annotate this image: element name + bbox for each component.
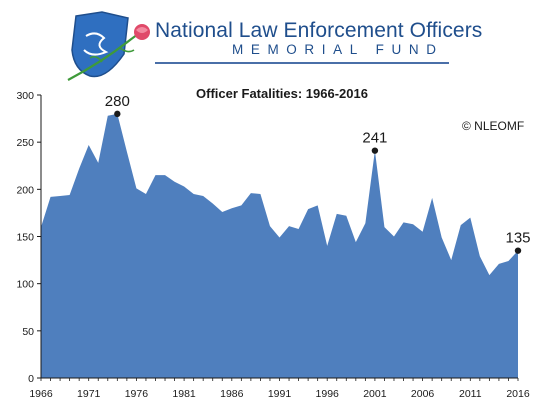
- y-tick-label: 100: [16, 279, 34, 291]
- y-tick-label: 250: [16, 137, 34, 149]
- x-tick-label: 2001: [363, 388, 387, 400]
- copyright-label: © NLEOMF: [462, 119, 524, 133]
- x-tick-label: 1971: [77, 388, 101, 400]
- x-tick-label: 1991: [268, 388, 292, 400]
- y-tick-label: 300: [16, 90, 34, 102]
- x-tick-label: 2011: [459, 388, 482, 400]
- y-tick-label: 200: [16, 184, 34, 196]
- annotations: 280 241 135: [105, 93, 531, 254]
- y-tick-label: 50: [22, 326, 34, 338]
- x-tick-label: 2016: [506, 388, 530, 400]
- y-tick-label: 0: [28, 373, 34, 385]
- fatalities-area: [41, 113, 518, 378]
- x-tick-label: 1981: [172, 388, 196, 400]
- x-tick-label: 1966: [29, 388, 53, 400]
- annotation-label: 135: [505, 230, 530, 247]
- x-tick-label: 1976: [125, 388, 149, 400]
- header: National Law Enforcement Officers MEMORI…: [0, 0, 547, 90]
- chart-title: Officer Fatalities: 1966-2016: [196, 86, 368, 101]
- fatalities-chart: Officer Fatalities: 1966-2016 © NLEOMF 0…: [16, 86, 531, 400]
- x-tick-label: 1996: [316, 388, 340, 400]
- x-tick-label: 1986: [220, 388, 244, 400]
- org-name-line2: MEMORIAL FUND: [232, 42, 444, 57]
- annotation-point: [114, 110, 121, 118]
- nleomf-logo: [67, 11, 150, 81]
- y-axis: 0 50 100 150 200 250 300: [16, 90, 42, 385]
- org-name-line1: National Law Enforcement Officers: [155, 19, 483, 42]
- y-tick-label: 150: [16, 232, 34, 244]
- header-divider: [155, 62, 449, 64]
- annotation-point: [514, 247, 522, 254]
- x-tick-label: 2006: [411, 388, 435, 400]
- annotation-label: 280: [105, 93, 130, 110]
- annotation-label: 241: [362, 130, 387, 147]
- annotation-point: [371, 147, 379, 154]
- x-axis: 1966 1971 1976 1981 1986 1991 1996 2001 2006 2011…: [29, 377, 530, 400]
